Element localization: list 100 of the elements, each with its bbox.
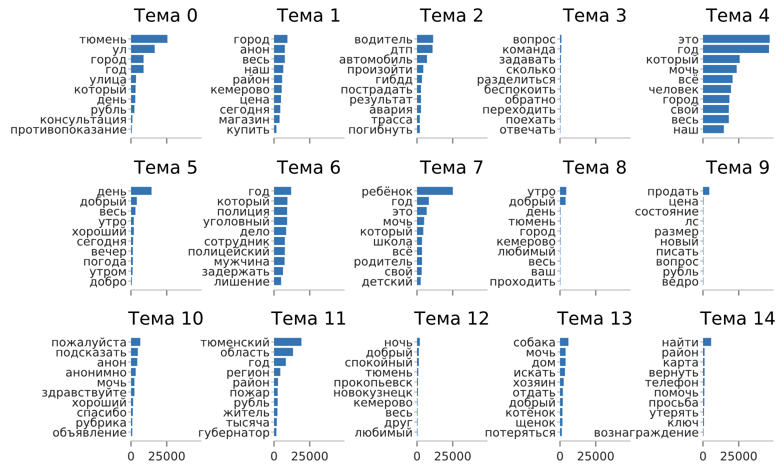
- y-tick-label: весь: [243, 56, 270, 64]
- y-tick-label: свой: [385, 266, 412, 276]
- y-tick-label: полиция: [218, 208, 269, 218]
- y-tick-label: свой: [671, 104, 698, 114]
- bar: [274, 378, 278, 386]
- y-tick-label: ключ: [668, 420, 698, 427]
- y-tick-label: утро: [98, 218, 126, 228]
- x-tick-label: 0: [557, 452, 563, 461]
- bar: [274, 368, 280, 376]
- y-tick-label: ул: [112, 46, 126, 56]
- x-tick-label: 25000: [578, 452, 614, 461]
- chart-title: Тема 14: [700, 312, 775, 325]
- y-tick-label: трасса: [371, 116, 412, 126]
- y-tick-label: прокопьевск: [334, 380, 412, 389]
- bar: [417, 267, 422, 276]
- y-tick-label: это: [392, 208, 412, 216]
- y-tick-label: день: [526, 208, 556, 218]
- bar: [131, 358, 138, 366]
- y-tick-label: сегодня: [220, 106, 269, 116]
- y-tick-label: детский: [362, 276, 412, 288]
- y-tick-label: пожалуйста: [52, 337, 126, 349]
- bar: [131, 348, 138, 356]
- y-tick-label: вознаграждение: [594, 430, 698, 440]
- bar: [560, 398, 563, 406]
- bar: [131, 196, 137, 205]
- y-tick-label: объявление: [53, 427, 126, 437]
- y-tick-label: дом: [532, 360, 555, 368]
- y-tick-label: новый: [661, 236, 698, 246]
- y-tick-label: размер: [655, 228, 698, 238]
- bar: [131, 216, 134, 225]
- x-tick-label: 25000: [292, 452, 328, 461]
- bar: [417, 216, 424, 225]
- y-tick-label: утром: [90, 268, 126, 278]
- y-tick-label: погода: [84, 258, 126, 268]
- y-tick-label: добрый: [509, 397, 555, 410]
- chart-title: Тема 5: [134, 160, 196, 174]
- y-tick-label: родитель: [354, 258, 412, 268]
- y-tick-label: поехать: [506, 116, 556, 124]
- y-tick-label: весь: [100, 208, 126, 216]
- y-tick-label: ночь: [385, 340, 412, 347]
- bar: [560, 368, 565, 376]
- y-tick-label: купить: [228, 127, 270, 136]
- bar: [417, 196, 429, 205]
- y-tick-label: найти: [662, 337, 698, 347]
- y-tick-label: отвечать: [500, 126, 556, 134]
- y-tick-label: пожар: [230, 390, 270, 399]
- y-tick-label: ваш: [532, 268, 555, 276]
- chart-title: Тема 2: [420, 8, 482, 22]
- y-tick-label: мочь: [526, 350, 556, 357]
- y-tick-label: тысяча: [226, 420, 269, 427]
- y-tick-label: который: [360, 226, 412, 238]
- y-tick-label: полицейский: [188, 246, 269, 258]
- y-tick-label: мочь: [384, 218, 412, 226]
- y-tick-label: рубль: [92, 104, 126, 116]
- chart-title: Тема 13: [557, 311, 632, 325]
- chart-title: Тема 9: [706, 160, 769, 174]
- y-tick-label: тюмень: [80, 36, 126, 44]
- y-tick-label: пострадать: [342, 86, 412, 96]
- y-tick-label: цена: [670, 198, 698, 208]
- bar: [274, 418, 277, 426]
- y-tick-label: лишение: [214, 278, 270, 286]
- bar: [417, 186, 453, 195]
- bar: [274, 226, 286, 235]
- y-tick-label: мочь: [98, 380, 126, 387]
- y-tick-label: наш: [674, 126, 698, 134]
- y-tick-label: котёнок: [506, 408, 556, 417]
- bar: [560, 338, 568, 346]
- chart-title: Тема 10: [128, 311, 203, 325]
- y-tick-label: район: [234, 378, 269, 389]
- y-tick-label: район: [234, 74, 269, 86]
- y-tick-label: житель: [223, 410, 270, 417]
- y-tick-label: обратно: [505, 94, 556, 106]
- y-tick-label: собака: [514, 337, 555, 347]
- y-tick-label: рубль: [234, 397, 270, 410]
- y-tick-label: задержать: [202, 268, 270, 278]
- y-tick-label: день: [97, 96, 126, 106]
- x-tick-label: 25000: [148, 452, 185, 461]
- y-tick-label: авария: [370, 106, 412, 116]
- chart-title: Тема 0: [134, 8, 197, 22]
- x-tick-label: 0: [700, 452, 706, 461]
- y-tick-label: город: [92, 56, 126, 66]
- bar: [703, 74, 733, 83]
- y-tick-label: школа: [374, 238, 412, 246]
- y-tick-label: весь: [529, 258, 556, 266]
- y-tick-label: добрый: [509, 196, 555, 208]
- bar: [131, 368, 136, 376]
- bar: [131, 378, 134, 386]
- bar: [274, 206, 288, 215]
- y-tick-label: новокузнецк: [334, 390, 412, 399]
- y-tick-label: потеряться: [486, 430, 555, 440]
- y-tick-label: лс: [685, 218, 698, 226]
- y-tick-label: город: [234, 36, 270, 46]
- bar: [131, 206, 136, 215]
- y-tick-label: весь: [672, 116, 698, 124]
- y-tick-label: утро: [528, 188, 556, 198]
- bar: [131, 105, 134, 114]
- bar: [131, 64, 144, 73]
- y-tick-label: утерять: [650, 410, 698, 419]
- bar: [131, 226, 134, 235]
- y-tick-label: мочь: [670, 66, 698, 74]
